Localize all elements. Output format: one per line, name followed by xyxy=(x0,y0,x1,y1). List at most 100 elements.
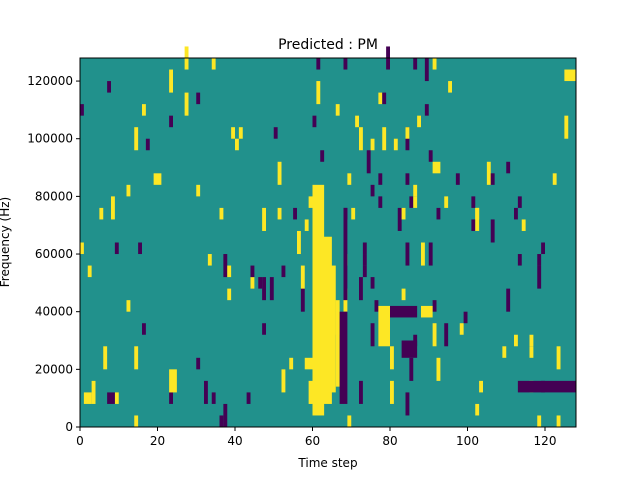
heatmap-cell xyxy=(262,277,266,301)
y-axis-label: Frequency (Hz) xyxy=(0,197,12,288)
heatmap-cell xyxy=(378,173,383,185)
heatmap-cell xyxy=(227,265,232,278)
heatmap-cell xyxy=(80,242,84,255)
heatmap-cell xyxy=(390,346,394,370)
heatmap-cell xyxy=(370,323,375,347)
heatmap-region xyxy=(339,311,348,404)
heatmap-cell xyxy=(312,115,317,128)
heatmap-cell xyxy=(382,92,387,105)
heatmap-cell xyxy=(502,346,507,358)
heatmap-cell xyxy=(490,173,495,185)
heatmap-cell xyxy=(393,138,398,151)
heatmap-region xyxy=(564,69,576,82)
heatmap-cell xyxy=(281,369,286,393)
heatmap-cell xyxy=(258,277,263,289)
y-tick-label: 120000 xyxy=(27,74,73,88)
heatmap-cell xyxy=(142,104,146,116)
heatmap-cell xyxy=(382,127,387,151)
heatmap-cell xyxy=(413,196,418,208)
heatmap-cell xyxy=(196,92,201,105)
heatmap-cell xyxy=(537,415,542,427)
heatmap-cell xyxy=(436,207,441,220)
heatmap-cell xyxy=(246,392,251,404)
heatmap-region xyxy=(320,236,332,404)
heatmap-cell xyxy=(413,58,418,70)
heatmap-cell xyxy=(277,161,282,185)
heatmap-cell xyxy=(355,115,359,128)
heatmap-cell xyxy=(471,196,476,208)
heatmap-region xyxy=(107,392,115,404)
heatmap-cell xyxy=(223,403,228,427)
heatmap-cell xyxy=(107,81,111,93)
heatmap-cell xyxy=(529,334,534,347)
heatmap-cell xyxy=(134,346,139,370)
heatmap-cell xyxy=(238,127,243,139)
heatmap-cell xyxy=(111,196,115,220)
heatmap-cell xyxy=(405,392,410,416)
heatmap-cell xyxy=(490,219,495,243)
heatmap-cell xyxy=(262,323,266,335)
heatmap-cell xyxy=(537,265,542,289)
x-tick-label: 0 xyxy=(76,434,84,448)
chart-title: Predicted : PM xyxy=(278,37,378,53)
heatmap-region xyxy=(378,305,390,347)
heatmap-cell xyxy=(300,265,305,289)
heatmap-cell xyxy=(397,207,402,231)
heatmap-cell xyxy=(91,380,96,404)
heatmap-cell xyxy=(370,184,375,197)
heatmap-cell xyxy=(444,196,449,208)
heatmap-cell xyxy=(114,392,119,404)
heatmap-cell xyxy=(281,265,286,278)
heatmap-cell xyxy=(223,254,228,278)
heatmap-cell xyxy=(335,104,340,116)
plot-frame xyxy=(79,57,577,428)
heatmap-cell xyxy=(273,127,278,139)
heatmap-cell xyxy=(552,173,557,185)
heatmap-cell xyxy=(378,92,383,105)
heatmap-cell xyxy=(409,196,414,208)
plot-area xyxy=(79,46,577,428)
heatmap-cell xyxy=(374,300,379,312)
heatmap-cell xyxy=(370,277,375,289)
heatmap-cell xyxy=(432,161,437,174)
heatmap-cell xyxy=(537,254,542,266)
heatmap-cell xyxy=(347,173,352,185)
heatmap-cell xyxy=(514,207,518,220)
heatmap-region xyxy=(401,340,418,358)
heatmap-cell xyxy=(436,161,441,174)
heatmap-cell xyxy=(142,323,146,335)
heatmap-cell xyxy=(556,415,561,427)
heatmap-cell xyxy=(316,58,321,70)
heatmap-region xyxy=(335,300,340,387)
heatmap-cell xyxy=(145,138,150,151)
heatmap-cell xyxy=(370,138,375,151)
heatmap-cell xyxy=(289,357,294,370)
heatmap-cell xyxy=(277,207,282,220)
heatmap-cell xyxy=(347,415,352,427)
heatmap-cell xyxy=(463,311,468,324)
heatmap-cell xyxy=(475,207,480,220)
heatmap-cell xyxy=(455,173,460,185)
heatmap-cell xyxy=(316,81,321,105)
heatmap-cell xyxy=(390,380,394,404)
heatmap-region xyxy=(421,305,433,318)
heatmap-cell xyxy=(227,288,232,301)
heatmap-cell xyxy=(219,415,224,427)
heatmap-region xyxy=(390,305,418,318)
heatmap-cell xyxy=(517,254,522,266)
x-tick-label: 100 xyxy=(456,434,479,448)
heatmap-cell xyxy=(448,81,452,93)
heatmap-cell xyxy=(351,207,356,220)
heatmap-cell xyxy=(262,207,266,231)
heatmap-cell xyxy=(417,115,421,128)
heatmap-cell xyxy=(459,323,464,335)
heatmap-cell xyxy=(207,254,212,266)
heatmap-cell xyxy=(471,219,476,231)
heatmap-cell xyxy=(169,69,173,93)
x-tick-label: 40 xyxy=(227,434,242,448)
heatmap-cell xyxy=(169,115,173,128)
heatmap-cell xyxy=(300,288,305,312)
heatmap-cell xyxy=(428,242,433,266)
heatmap-cell xyxy=(184,92,189,116)
